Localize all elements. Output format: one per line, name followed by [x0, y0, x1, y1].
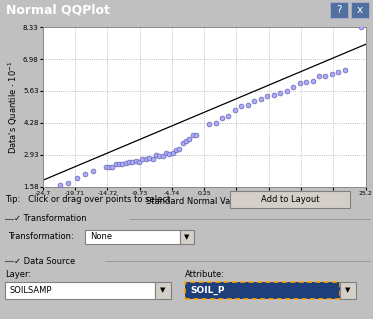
Point [150, 156, 156, 161]
Text: Add to Layout: Add to Layout [261, 195, 319, 204]
Point [153, 153, 159, 158]
Point [57, 182, 63, 188]
Point [245, 102, 251, 108]
Text: Layer:: Layer: [5, 270, 31, 279]
Point [166, 152, 172, 157]
Point [173, 147, 179, 152]
Point [323, 73, 329, 78]
Bar [351, 2, 369, 18]
Point [136, 159, 142, 164]
Point [335, 69, 341, 74]
Text: x: x [357, 5, 363, 15]
Point [277, 91, 283, 96]
Point [303, 80, 309, 85]
Point [106, 164, 112, 169]
Point [238, 104, 244, 109]
Bar [180, 230, 194, 244]
Point [190, 132, 196, 137]
Point [143, 156, 149, 161]
Point [329, 71, 335, 76]
Bar [155, 282, 171, 299]
Bar [330, 2, 348, 18]
Point [213, 121, 219, 126]
Point [232, 107, 238, 112]
Text: ▼: ▼ [184, 234, 190, 240]
Point [156, 153, 162, 159]
Text: None: None [90, 232, 112, 241]
Point [310, 78, 316, 83]
Point [358, 25, 364, 30]
Text: SOILSAMP: SOILSAMP [10, 286, 53, 295]
Point [133, 159, 139, 164]
Text: Normal QQPlot: Normal QQPlot [6, 4, 110, 17]
Y-axis label: Data's Quantile $\cdot\ 10^{-1}$: Data's Quantile $\cdot\ 10^{-1}$ [7, 60, 20, 154]
Text: ✓ Transformation: ✓ Transformation [14, 214, 87, 223]
Point [123, 160, 129, 166]
Point [82, 171, 88, 176]
Text: Tip:   Click or drag over points to select: Tip: Click or drag over points to select [5, 195, 170, 204]
Point [129, 159, 135, 164]
Text: ?: ? [336, 5, 342, 15]
Point [186, 137, 192, 142]
Text: Transformation:: Transformation: [8, 232, 74, 241]
Point [297, 80, 303, 85]
Point [146, 155, 152, 160]
Point [160, 153, 166, 158]
Text: ▼: ▼ [160, 287, 166, 293]
Point [116, 161, 122, 166]
Point [264, 93, 270, 99]
Text: SOIL_P: SOIL_P [190, 286, 225, 295]
Point [193, 132, 199, 137]
Point [170, 151, 176, 156]
Point [163, 150, 169, 155]
Point [284, 89, 290, 94]
Point [290, 84, 296, 89]
Point [180, 140, 186, 145]
Bar [85, 230, 180, 244]
Point [226, 113, 232, 118]
Point [126, 159, 132, 164]
Point [258, 97, 264, 102]
Bar [5, 282, 155, 299]
Point [113, 161, 119, 167]
X-axis label: Standard Normal Value · 10: Standard Normal Value · 10 [147, 197, 262, 206]
Text: ▼: ▼ [345, 287, 351, 293]
Bar [185, 282, 340, 299]
Text: Attribute:: Attribute: [185, 270, 225, 279]
Point [119, 162, 125, 167]
Text: ✓ Data Source: ✓ Data Source [14, 257, 75, 266]
Point [65, 180, 71, 185]
Point [342, 68, 348, 73]
Bar [230, 191, 350, 208]
Point [271, 93, 277, 98]
Point [90, 168, 95, 173]
Bar [340, 282, 356, 299]
Point [176, 146, 182, 151]
Point [219, 116, 225, 121]
Point [103, 165, 109, 170]
Point [140, 156, 145, 161]
Point [316, 73, 322, 78]
Point [109, 165, 115, 170]
Point [251, 98, 257, 103]
Point [183, 139, 189, 144]
Point [206, 122, 212, 127]
Point [73, 176, 79, 181]
